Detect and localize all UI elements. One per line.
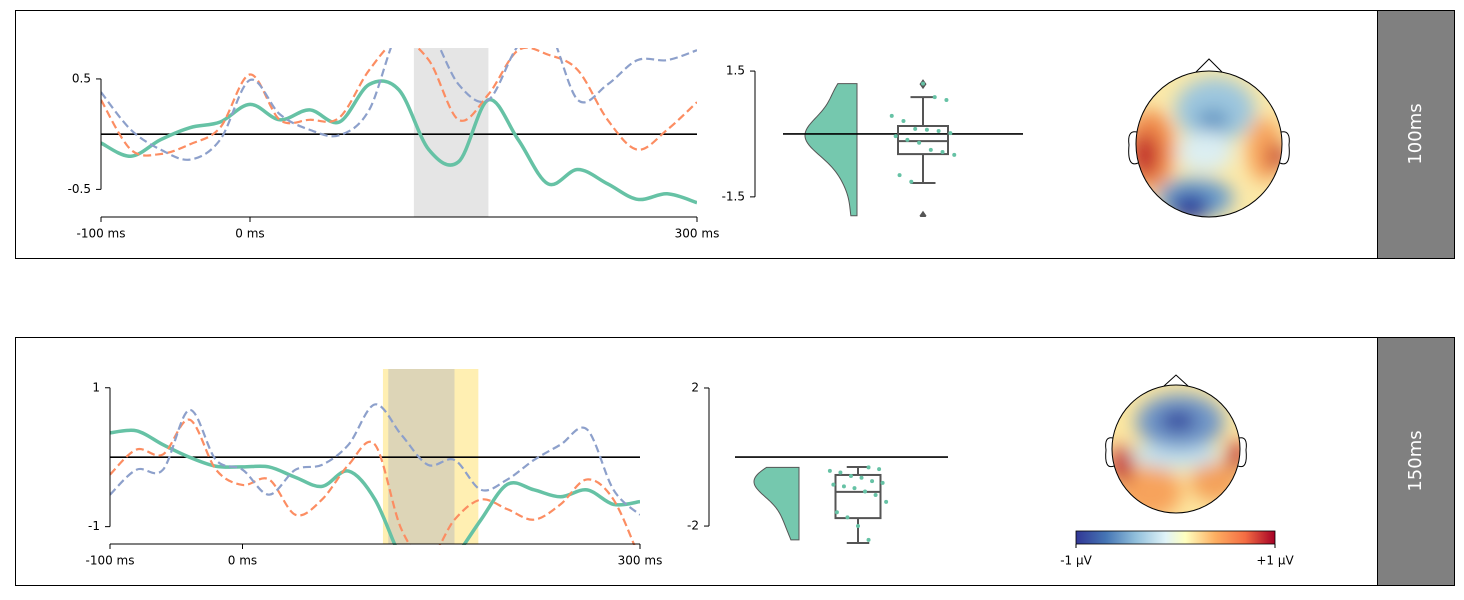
outlier — [919, 210, 927, 217]
x-tick-label: 0 ms — [228, 554, 257, 568]
data-point — [905, 137, 910, 142]
box — [834, 473, 882, 520]
data-point — [873, 492, 878, 497]
data-point — [897, 173, 902, 178]
colorbar-label: -1 µV — [1060, 554, 1092, 568]
field — [1175, 78, 1255, 142]
y-tick-label: -1 — [88, 519, 100, 533]
head-outline — [1111, 384, 1241, 514]
data-point — [877, 467, 882, 472]
nose — [1163, 374, 1189, 387]
data-point — [856, 524, 860, 529]
violin — [753, 466, 800, 541]
field — [1197, 110, 1229, 130]
series-line — [101, 79, 697, 205]
panel-side — [1377, 337, 1455, 586]
data-point — [952, 152, 957, 157]
y-tick-label: -0.5 — [68, 182, 91, 196]
x-tick-label: -100 ms — [86, 554, 135, 568]
data-point — [834, 510, 839, 515]
data-point — [932, 95, 937, 100]
data-point — [841, 484, 846, 489]
violin — [804, 83, 858, 217]
data-point — [893, 134, 898, 139]
y-tick-label: 0.5 — [72, 71, 91, 85]
x-tick-label: 300 ms — [675, 227, 720, 241]
field — [1131, 441, 1221, 469]
plot-area — [101, 48, 697, 217]
data-point — [831, 482, 836, 487]
data-point — [859, 475, 864, 480]
field — [1160, 411, 1196, 431]
data-point — [827, 468, 832, 473]
series-line — [110, 403, 640, 516]
data-point — [909, 179, 914, 184]
data-point — [924, 127, 929, 132]
data-point — [845, 515, 850, 520]
y-tick-label: -1.5 — [722, 189, 745, 203]
topomap-field — [1112, 385, 1240, 513]
plot-area — [735, 456, 948, 544]
y-tick-label: -2 — [687, 519, 699, 533]
field — [1177, 132, 1233, 172]
data-point — [928, 147, 933, 152]
data-point — [880, 480, 885, 485]
y-tick-label: 1 — [92, 380, 100, 394]
plot-area — [110, 369, 640, 545]
data-point — [866, 465, 871, 470]
data-point — [936, 129, 941, 134]
data-point — [948, 131, 953, 136]
y-tick-label: 2 — [691, 380, 699, 394]
series-line — [101, 48, 697, 157]
data-point — [940, 150, 945, 154]
data-point — [866, 537, 871, 542]
panel-label: 100ms — [1405, 103, 1426, 164]
nose — [1195, 58, 1223, 73]
data-point — [944, 98, 949, 102]
data-point — [848, 474, 853, 479]
plot-area — [783, 79, 1023, 217]
x-tick-label: -100 ms — [77, 227, 126, 241]
panel-label: 150ms — [1405, 430, 1426, 491]
data-point — [863, 489, 868, 494]
colorbar-label: +1 µV — [1256, 554, 1294, 568]
y-tick-label: 1.5 — [726, 64, 745, 78]
data-point — [852, 486, 857, 491]
series-line — [110, 428, 640, 545]
colorbar — [1075, 530, 1276, 545]
data-point — [889, 113, 894, 118]
data-point — [870, 479, 875, 484]
series-line — [110, 418, 636, 545]
data-point — [884, 499, 889, 504]
data-point — [901, 118, 906, 123]
data-point — [838, 470, 843, 475]
panel-side — [1377, 10, 1455, 259]
data-point — [913, 126, 918, 131]
x-tick-label: 0 ms — [235, 227, 264, 241]
highlight-span — [413, 48, 489, 217]
data-point — [917, 140, 922, 145]
box — [897, 125, 949, 156]
field — [1227, 440, 1240, 472]
x-tick-label: 300 ms — [618, 554, 663, 568]
data-point — [921, 81, 925, 86]
topomap — [1105, 374, 1247, 514]
head-outline — [1135, 70, 1283, 218]
